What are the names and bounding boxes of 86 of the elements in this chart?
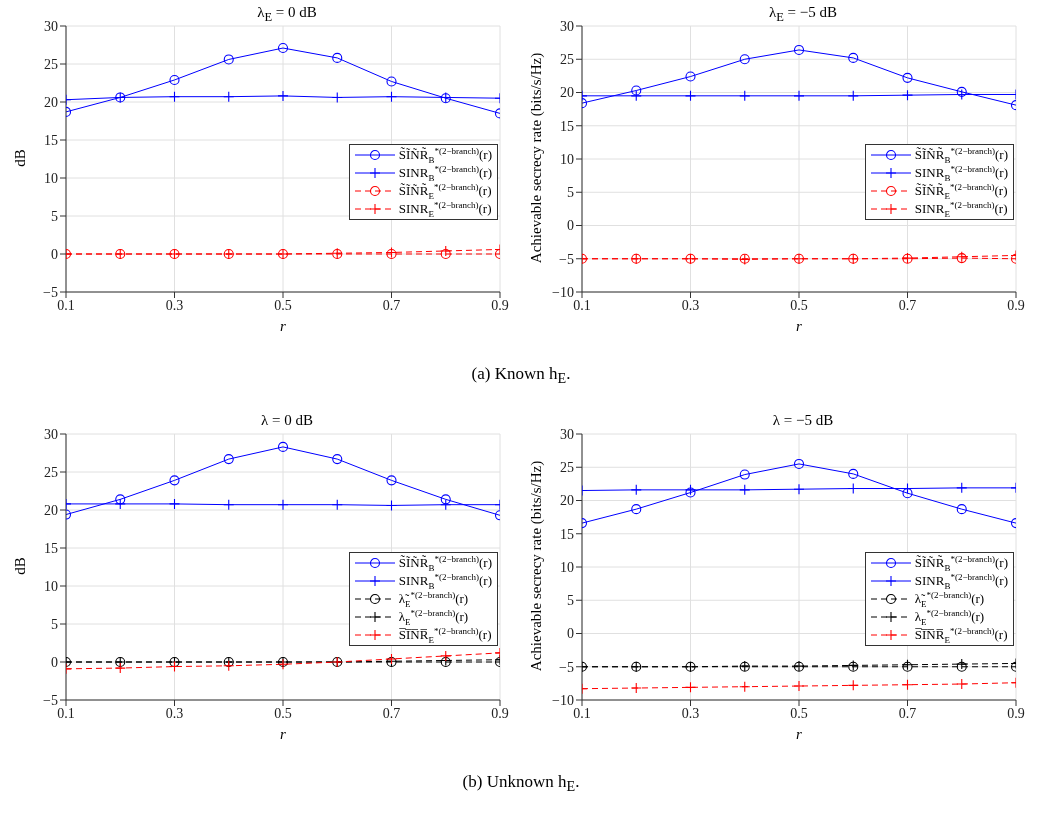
legend-label: S̃ĨÑR̃$_{B}$$^{*(2−branch)}$(r) xyxy=(398,145,492,165)
text: (b) Unknown h$_{E}$. xyxy=(461,772,581,796)
legend-label: S̅I̅N̅R̅$_{E}$$^{*(2−branch)}$(r) xyxy=(914,625,1008,645)
x-axis-title: r xyxy=(279,726,287,743)
y-tick-label: 25 xyxy=(560,460,574,476)
y-tick-label: 15 xyxy=(560,118,574,134)
y-tick-label: 30 xyxy=(44,18,58,34)
x-tick-label: 0.5 xyxy=(274,705,292,721)
legend-label: S̃ĨÑR̃$_{E}$$^{*(2−branch)}$(r) xyxy=(914,181,1008,201)
x-tick-label: 0.1 xyxy=(57,297,75,313)
x-tick-label: 0.3 xyxy=(681,297,700,313)
chart-title: λ$_{E}$ = 0 dB xyxy=(256,4,318,25)
x-tick-label: 0.5 xyxy=(790,297,808,313)
legend-label: λ̃$_{E}$$^{*(2−branch)}$(r) xyxy=(914,589,985,609)
legend-label: SINR$_{E}$$^{*(2−branch)}$(r) xyxy=(398,199,492,219)
legend-label: S̅I̅N̅R̅$_{E}$$^{*(2−branch)}$(r) xyxy=(398,625,492,645)
legend-label: λ$_{E}$$^{*(2−branch)}$(r) xyxy=(398,607,469,627)
y-tick-label: −5 xyxy=(559,659,574,675)
legend-label: S̃ĨÑR̃$_{B}$$^{*(2−branch)}$(r) xyxy=(914,553,1008,573)
x-tick-label: 0.9 xyxy=(1007,705,1025,721)
legend-label: S̃ĨÑR̃$_{B}$$^{*(2−branch)}$(r) xyxy=(914,145,1008,165)
y-tick-label: 15 xyxy=(44,540,58,556)
x-tick-label: 0.1 xyxy=(573,297,591,313)
y-tick-label: −10 xyxy=(552,692,574,708)
y-tick-label: 20 xyxy=(44,94,58,110)
x-axis-title: r xyxy=(795,318,803,335)
x-tick-label: 0.3 xyxy=(681,705,700,721)
y-axis-title: Achievable secrecy rate (bits/s/Hz) xyxy=(527,52,545,264)
y-tick-label: 0 xyxy=(51,246,58,262)
y-tick-label: 25 xyxy=(560,52,574,68)
y-axis-title: dB xyxy=(11,149,29,167)
y-tick-label: 20 xyxy=(44,502,58,518)
text: (a) Known h$_{E}$. xyxy=(470,364,572,388)
x-tick-label: 0.5 xyxy=(790,705,808,721)
legend-label: SINR$_{B}$$^{*(2−branch)}$(r) xyxy=(398,163,492,183)
y-tick-label: 20 xyxy=(560,493,574,509)
x-tick-label: 0.5 xyxy=(274,297,292,313)
legend-label: SINR$_{B}$$^{*(2−branch)}$(r) xyxy=(398,571,492,591)
x-tick-label: 0.9 xyxy=(491,705,509,721)
y-tick-label: 15 xyxy=(44,132,58,148)
x-axis-title: r xyxy=(795,726,803,743)
y-tick-label: −5 xyxy=(43,692,58,708)
y-tick-label: −10 xyxy=(552,284,574,300)
y-axis-title: dB xyxy=(11,557,29,575)
legend-label: SINR$_{B}$$^{*(2−branch)}$(r) xyxy=(914,571,1008,591)
x-tick-label: 0.7 xyxy=(898,297,917,313)
legend-label: SINR$_{B}$$^{*(2−branch)}$(r) xyxy=(914,163,1008,183)
chart-title: λ$_{E}$ = −5 dB xyxy=(767,4,839,25)
y-tick-label: −5 xyxy=(43,284,58,300)
x-tick-label: 0.3 xyxy=(165,705,184,721)
y-tick-label: 10 xyxy=(560,151,574,167)
y-tick-label: 30 xyxy=(560,426,574,442)
y-tick-label: 10 xyxy=(560,559,574,575)
x-axis-title: r xyxy=(279,318,287,335)
chart-title: λ = 0 dB xyxy=(260,412,314,429)
x-tick-label: 0.3 xyxy=(165,297,184,313)
y-tick-label: 5 xyxy=(567,185,574,201)
x-tick-label: 0.7 xyxy=(898,705,917,721)
x-tick-label: 0.9 xyxy=(1007,297,1025,313)
legend-label: λ$_{E}$$^{*(2−branch)}$(r) xyxy=(914,607,985,627)
legend-label: λ̃$_{E}$$^{*(2−branch)}$(r) xyxy=(398,589,469,609)
y-tick-label: 10 xyxy=(44,170,58,186)
y-tick-label: 25 xyxy=(44,56,58,72)
y-tick-label: 20 xyxy=(560,85,574,101)
chart-title: λ = −5 dB xyxy=(771,412,835,429)
y-tick-label: −5 xyxy=(559,251,574,267)
y-tick-label: 5 xyxy=(567,593,574,609)
y-tick-label: 5 xyxy=(51,208,58,224)
legend-label: S̃ĨÑR̃$_{E}$$^{*(2−branch)}$(r) xyxy=(398,181,492,201)
legend-label: SINR$_{E}$$^{*(2−branch)}$(r) xyxy=(914,199,1008,219)
y-tick-label: 0 xyxy=(567,626,574,642)
y-tick-label: 0 xyxy=(567,218,574,234)
y-tick-label: 10 xyxy=(44,578,58,594)
y-tick-label: 25 xyxy=(44,464,58,480)
x-tick-label: 0.1 xyxy=(57,705,75,721)
y-tick-label: 30 xyxy=(560,18,574,34)
y-axis-title: Achievable secrecy rate (bits/s/Hz) xyxy=(527,460,545,672)
y-tick-label: 15 xyxy=(560,526,574,542)
x-tick-label: 0.1 xyxy=(573,705,591,721)
x-tick-label: 0.9 xyxy=(491,297,509,313)
legend-label: S̃ĨÑR̃$_{B}$$^{*(2−branch)}$(r) xyxy=(398,553,492,573)
y-tick-label: 30 xyxy=(44,426,58,442)
y-tick-label: 5 xyxy=(51,616,58,632)
x-tick-label: 0.7 xyxy=(382,297,401,313)
y-tick-label: 0 xyxy=(51,654,58,670)
x-tick-label: 0.7 xyxy=(382,705,401,721)
